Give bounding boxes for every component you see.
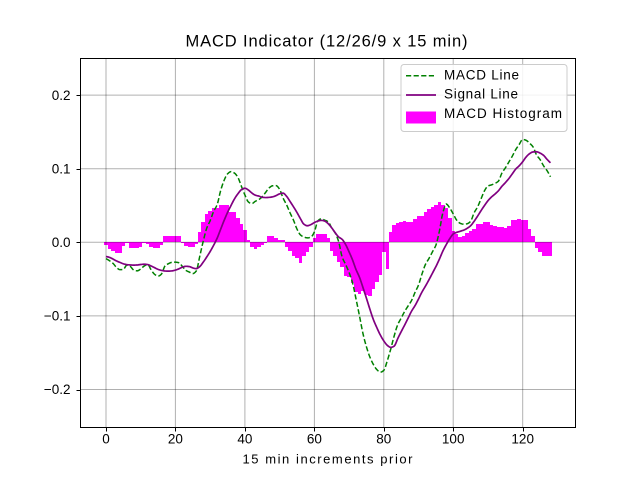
svg-text:Signal Line: Signal Line: [444, 87, 518, 102]
svg-text:60: 60: [307, 432, 322, 447]
svg-text:MACD Line: MACD Line: [444, 67, 519, 82]
svg-text:−0.1: −0.1: [44, 309, 71, 324]
svg-text:40: 40: [237, 432, 252, 447]
svg-text:0: 0: [102, 432, 110, 447]
svg-text:MACD Histogram: MACD Histogram: [444, 106, 562, 121]
svg-text:100: 100: [442, 432, 465, 447]
svg-text:−0.2: −0.2: [44, 382, 71, 397]
svg-text:0.2: 0.2: [52, 88, 71, 103]
svg-text:20: 20: [168, 432, 183, 447]
svg-text:80: 80: [376, 432, 391, 447]
svg-text:0.0: 0.0: [52, 235, 71, 250]
svg-text:MACD Indicator (12/26/9 x 15 m: MACD Indicator (12/26/9 x 15 min): [186, 33, 468, 51]
svg-text:15 min increments prior: 15 min increments prior: [243, 452, 414, 467]
svg-text:0.1: 0.1: [52, 161, 71, 176]
svg-text:120: 120: [511, 432, 534, 447]
